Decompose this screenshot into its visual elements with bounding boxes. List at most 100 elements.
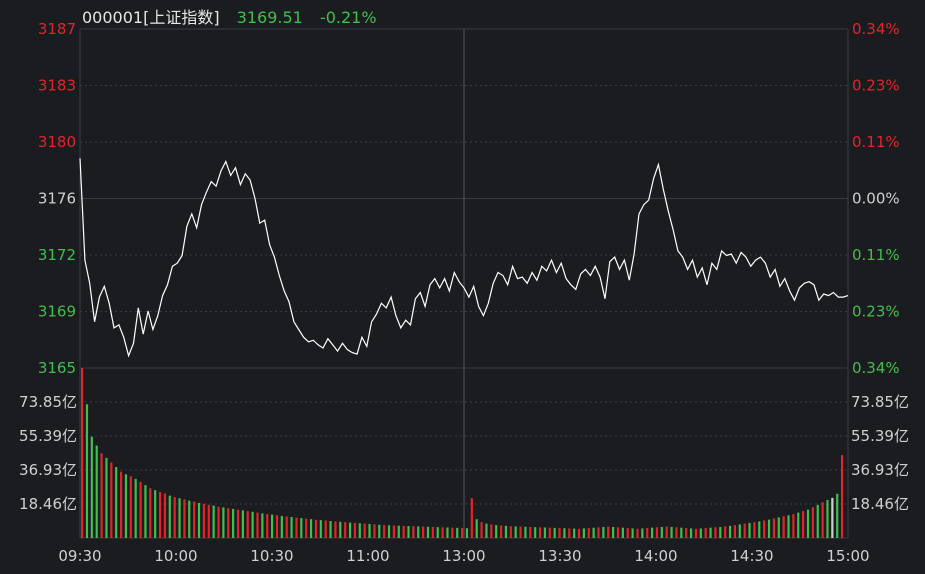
volume-tick-left: 36.93亿 <box>19 461 77 479</box>
volume-bar <box>134 478 137 538</box>
volume-bar <box>553 527 556 538</box>
volume-bar <box>514 526 517 538</box>
volume-bar <box>251 511 254 538</box>
pct-tick-right: 0.11% <box>852 246 900 264</box>
volume-bar <box>689 528 693 538</box>
time-tick: 09:30 <box>58 547 101 565</box>
volume-bar <box>616 527 620 538</box>
volume-bar <box>222 507 225 538</box>
volume-bar <box>465 528 469 538</box>
volume-bar <box>451 527 454 538</box>
price-tick-left: 3165 <box>38 359 76 377</box>
volume-bar <box>719 526 722 538</box>
volume-bar <box>573 528 576 538</box>
volume-bar <box>592 527 595 538</box>
volume-bar <box>246 511 249 538</box>
volume-bar <box>324 520 327 538</box>
price-tick-left: 3187 <box>38 20 76 38</box>
volume-bar <box>412 526 415 538</box>
index-code-name: 000001[上证指数] <box>82 8 220 27</box>
volume-bar <box>797 512 800 538</box>
volume-bar <box>446 527 449 538</box>
volume-bar <box>163 493 167 538</box>
volume-bar <box>334 521 337 538</box>
volume-bar <box>831 497 834 538</box>
volume-bar <box>212 505 215 538</box>
volume-bar <box>612 526 615 538</box>
time-tick: 11:00 <box>346 547 389 565</box>
volume-bar <box>680 527 683 538</box>
volume-bar <box>597 527 600 538</box>
volume-bar <box>568 528 571 538</box>
price-tick-left: 3169 <box>38 303 76 321</box>
volume-bar <box>670 526 673 538</box>
volume-bar <box>792 514 795 538</box>
time-tick: 13:00 <box>442 547 485 565</box>
volume-bar <box>626 528 629 538</box>
volume-bar <box>529 526 532 538</box>
volume-tick-left: 55.39亿 <box>19 427 77 445</box>
grid-layer <box>79 28 849 539</box>
volume-bar <box>256 512 259 538</box>
volume-bar <box>183 499 186 538</box>
time-tick: 10:00 <box>154 547 197 565</box>
volume-bar <box>787 515 790 538</box>
volume-bar <box>144 485 147 538</box>
chart-header: 000001[上证指数] 3169.51 -0.21% <box>82 4 389 28</box>
volume-bar <box>485 523 488 538</box>
volume-bar <box>383 525 386 538</box>
price-tick-left: 3180 <box>38 133 76 151</box>
volume-bar <box>675 527 678 538</box>
volume-bar <box>85 404 89 538</box>
volume-bar <box>392 525 395 538</box>
volume-bar <box>709 527 712 538</box>
volume-bar <box>461 528 464 538</box>
volume-bar <box>329 521 332 538</box>
pct-tick-right: 0.34% <box>852 359 900 377</box>
volume-bar <box>811 507 814 538</box>
volume-bar <box>475 519 478 538</box>
volume-bar <box>275 515 279 538</box>
pct-tick-right: 0.34% <box>852 20 900 38</box>
volume-bar <box>577 528 581 538</box>
volume-bar <box>168 495 171 538</box>
volume-bar <box>841 455 844 538</box>
volume-bar <box>558 528 561 538</box>
volume-layer <box>81 368 844 538</box>
volume-bar <box>105 457 108 538</box>
volume-tick-left: 73.85亿 <box>19 393 77 411</box>
volume-bar <box>124 474 128 538</box>
volume-bar <box>266 514 269 538</box>
volume-bar <box>587 528 590 538</box>
volume-bar <box>694 528 698 538</box>
volume-bar <box>802 511 805 538</box>
volume-bar <box>480 522 483 538</box>
volume-bar <box>743 523 746 538</box>
volume-bar <box>193 501 196 538</box>
volume-bar <box>236 509 240 538</box>
volume-bar <box>344 522 347 538</box>
volume-bar <box>290 517 293 538</box>
volume-bar <box>363 523 366 538</box>
volume-bar <box>495 525 498 538</box>
volume-bar <box>178 498 181 538</box>
volume-bar <box>748 522 751 538</box>
volume-bar <box>314 519 318 538</box>
volume-bar <box>651 527 654 538</box>
volume-bar <box>353 522 357 538</box>
volume-bar <box>602 526 605 538</box>
time-tick: 15:00 <box>826 547 869 565</box>
volume-bar <box>582 528 585 538</box>
volume-bar <box>777 517 780 538</box>
volume-bar <box>295 517 298 538</box>
volume-bar <box>456 527 459 538</box>
volume-bar <box>422 526 425 538</box>
volume-bar <box>154 490 157 538</box>
volume-bar <box>431 526 434 538</box>
volume-bar <box>636 528 639 538</box>
time-tick: 14:00 <box>634 547 677 565</box>
volume-bar <box>665 526 668 538</box>
volume-bar <box>436 527 439 538</box>
volume-bar <box>387 525 391 538</box>
volume-bar <box>319 520 322 538</box>
